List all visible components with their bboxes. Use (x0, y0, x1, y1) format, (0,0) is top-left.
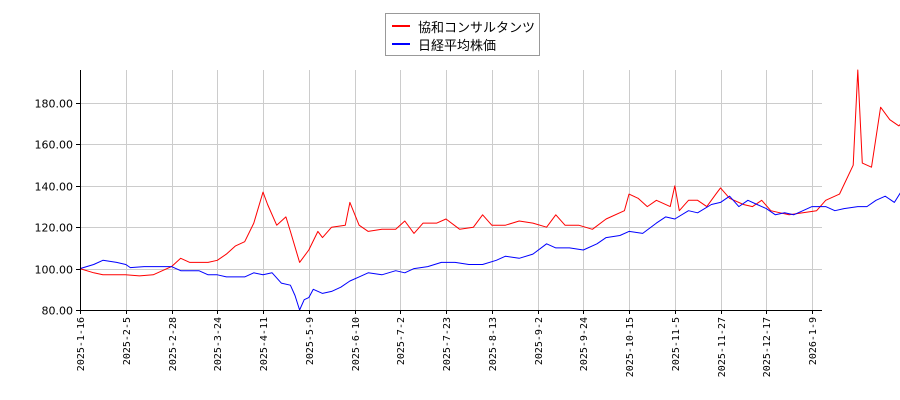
y-axis-ticks: 80.00 100.00 120.00 140.00 160.00 180.00 (35, 98, 80, 318)
legend-item-kyowa: 協和コンサルタンツ (392, 17, 536, 36)
legend: 協和コンサルタンツ 日経平均株価 (385, 13, 540, 56)
x-tick-label: 2025-2-28 (168, 317, 179, 371)
series-lines (79, 69, 900, 311)
x-tick-label: 2025-9-24 (579, 317, 590, 371)
x-tick-label: 2025-10-15 (625, 317, 636, 377)
x-axis-ticks: 2025-1-16 2025-2-5 2025-2-28 2025-3-24 2025-… (76, 310, 819, 377)
legend-label: 協和コンサルタンツ (418, 20, 536, 36)
x-tick-label: 2025-11-5 (671, 317, 682, 371)
legend-swatch-blue (392, 43, 410, 45)
legend-label: 日経平均株価 (418, 38, 497, 54)
axes (80, 70, 822, 311)
x-tick-label: 2026-1-9 (808, 317, 819, 365)
y-tick-label: 120.00 (35, 222, 74, 235)
x-tick-label: 2025-5-9 (305, 317, 316, 365)
x-tick-label: 2025-7-2 (396, 317, 407, 365)
y-tick-label: 160.00 (35, 139, 74, 152)
y-tick-label: 100.00 (35, 264, 74, 277)
series-line (79, 192, 900, 311)
x-tick-label: 2025-11-27 (717, 317, 728, 377)
x-tick-label: 2025-1-16 (76, 317, 87, 371)
y-tick-label: 180.00 (35, 98, 74, 111)
x-tick-label: 2025-12-17 (762, 317, 773, 377)
grid-lines (80, 70, 822, 310)
y-tick-label: 80.00 (42, 305, 74, 318)
series-line (79, 69, 900, 277)
x-tick-label: 2025-2-5 (122, 317, 133, 365)
legend-swatch-red (392, 25, 410, 27)
x-tick-label: 2025-3-24 (213, 317, 224, 371)
y-tick-label: 140.00 (35, 181, 74, 194)
x-tick-label: 2025-8-13 (488, 317, 499, 371)
x-tick-label: 2025-6-10 (351, 317, 362, 371)
x-tick-label: 2025-4-11 (259, 317, 270, 371)
x-tick-label: 2025-9-2 (534, 317, 545, 365)
x-tick-label: 2025-7-23 (442, 317, 453, 371)
legend-item-nikkei: 日経平均株価 (392, 35, 497, 54)
